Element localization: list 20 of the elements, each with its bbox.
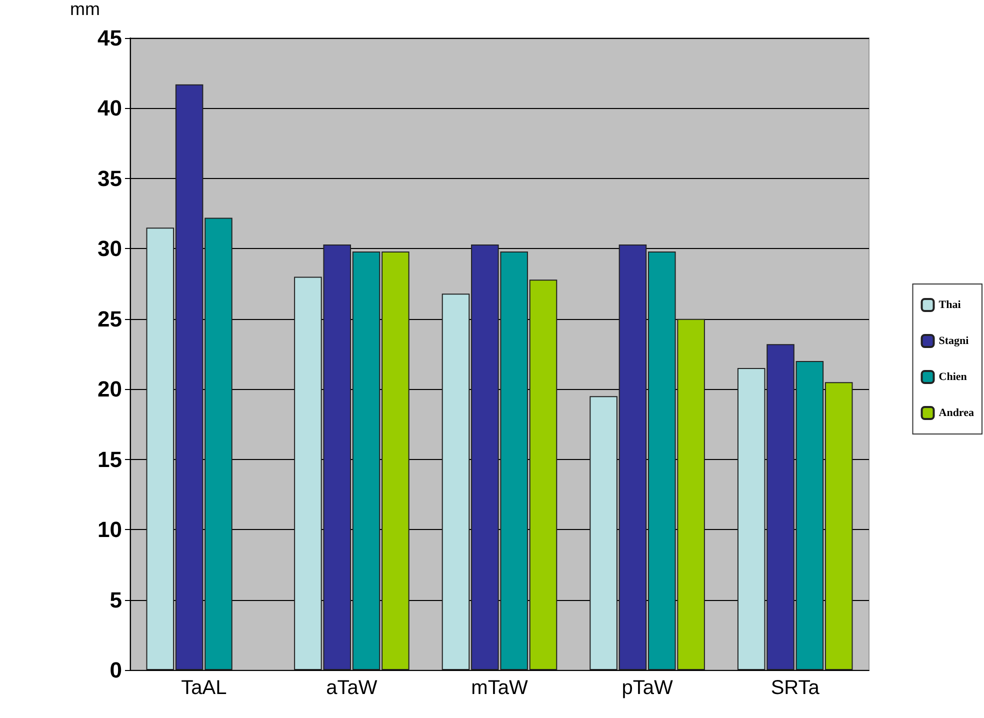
y-tick-label: 10 [98,517,122,542]
y-tick-label: 25 [98,306,122,332]
y-tick-label: 40 [98,96,122,121]
y-tick-label: 5 [110,587,122,612]
y-tick-label: 35 [98,166,122,191]
y-tick-label: 15 [98,446,122,472]
legend-label: Andrea [938,407,974,419]
legend-label: Thai [938,299,961,311]
y-tick-label: 45 [98,26,122,50]
y-tick-label: 0 [110,658,122,682]
legend-label: Chien [938,371,967,383]
x-tick-label: aTaW [326,677,378,699]
y-tick-label: 20 [98,376,122,402]
y-tick-label: 30 [98,236,122,262]
x-tick-label: mTaW [471,677,528,699]
y-axis-title: mm [70,0,100,19]
x-tick-label: TaAL [181,677,227,699]
legend-label: Stagni [938,335,969,347]
x-tick-label: SRTa [770,677,820,699]
x-tick-label: pTaW [622,677,673,699]
